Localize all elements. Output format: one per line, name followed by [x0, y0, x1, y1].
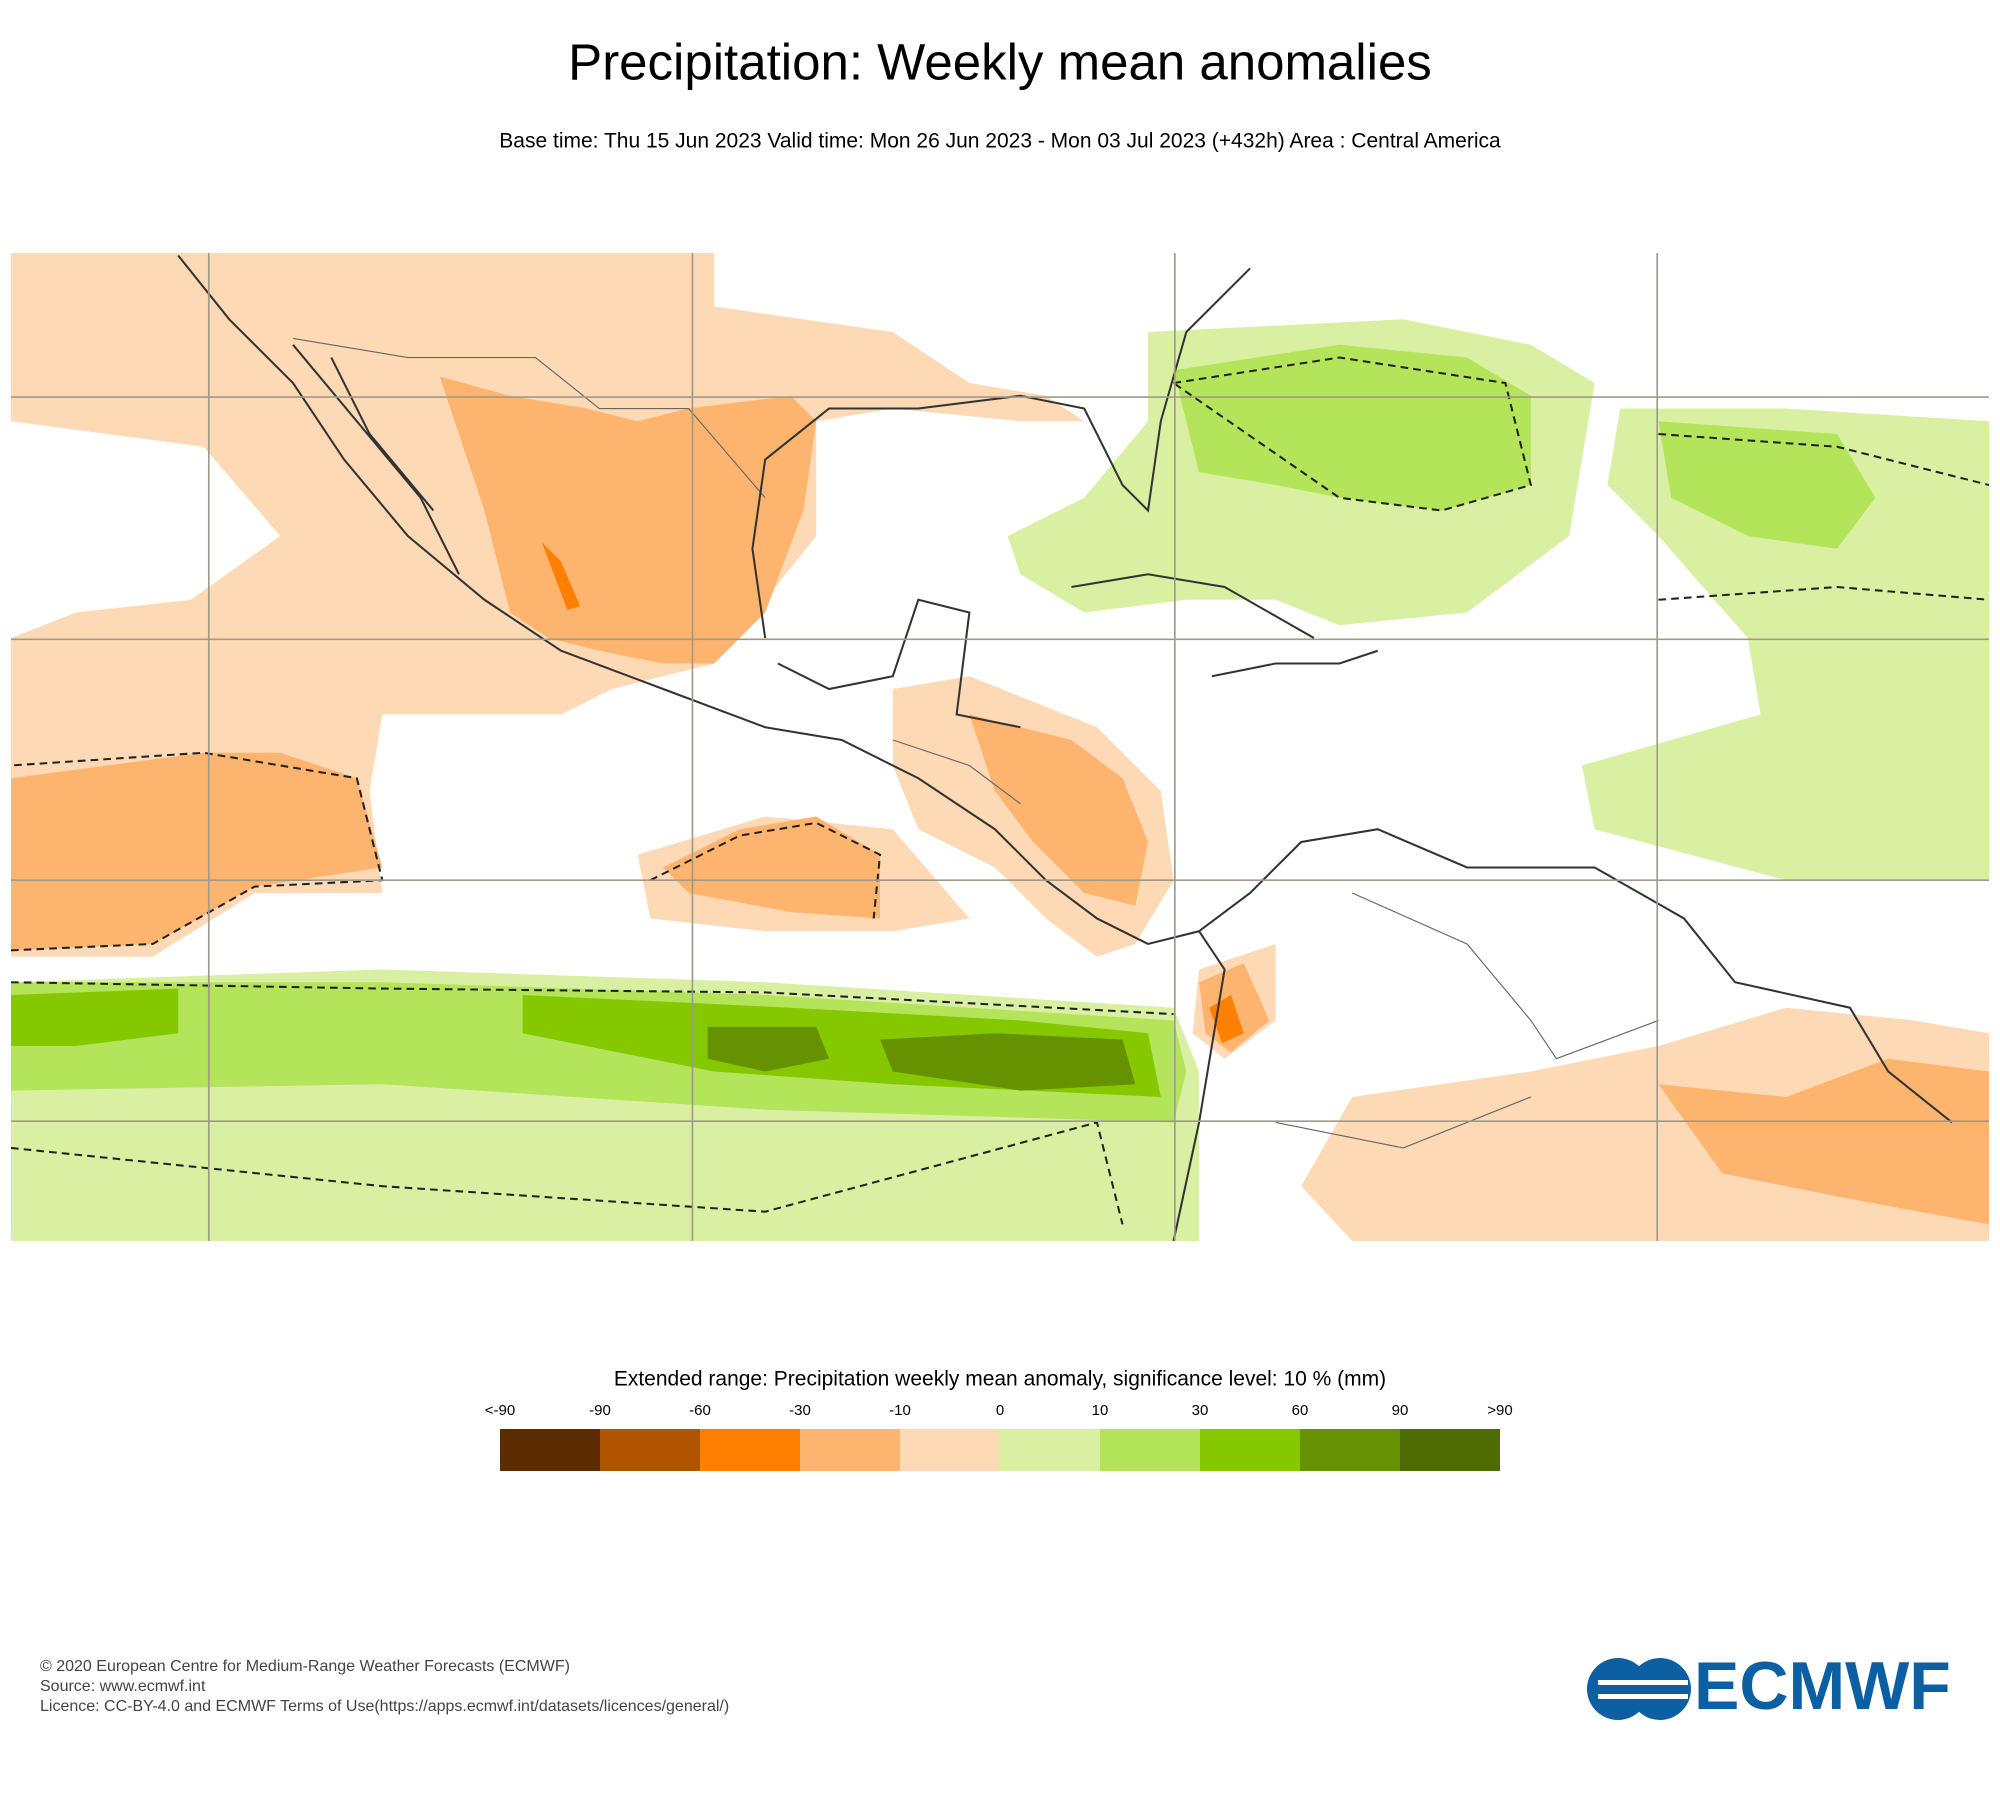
- contour: [11, 981, 1174, 1016]
- legend-label: -60: [689, 1402, 711, 1419]
- logo-icon: [1598, 1680, 1688, 1685]
- logo: ECMWF: [1587, 1648, 1951, 1724]
- anomaly-area: [1173, 344, 1531, 511]
- coastline: [777, 598, 1021, 729]
- contour: [11, 1121, 1124, 1225]
- anomaly-area: [663, 816, 881, 919]
- anomaly-fields: [11, 253, 1989, 1241]
- title: Precipitation: Weekly mean anomalies: [568, 33, 1432, 90]
- anomaly-area: [1658, 1058, 1989, 1225]
- legend: <-90 -90 -60 -30 -10 0 10 30 60 90 >90: [485, 1402, 1513, 1471]
- logo-icon: [1629, 1658, 1691, 1720]
- contour: [1170, 356, 1533, 512]
- anomaly-area: [969, 714, 1149, 906]
- legend-label: -10: [889, 1402, 911, 1419]
- legend-title: Extended range: Precipitation weekly mea…: [614, 1368, 1386, 1391]
- footer: © 2020 European Centre for Medium-Range …: [40, 1658, 729, 1715]
- anomaly-area: [880, 1033, 1136, 1091]
- legend-label: 60: [1292, 1402, 1309, 1419]
- coastline: [751, 267, 1251, 639]
- legend-swatch: [1300, 1429, 1400, 1471]
- logo-text: ECMWF: [1694, 1648, 1951, 1724]
- anomaly-area: [11, 752, 383, 951]
- legend-label: 90: [1392, 1402, 1409, 1419]
- map: [11, 253, 1989, 1241]
- legend-swatch: [1100, 1429, 1200, 1471]
- legend-label: -30: [789, 1402, 811, 1419]
- legend-label: <-90: [485, 1402, 515, 1419]
- logo-icon: [1598, 1694, 1688, 1699]
- coastline: [292, 344, 460, 575]
- anomaly-area: [541, 542, 581, 610]
- legend-swatch: [600, 1429, 700, 1471]
- legend-label: >90: [1487, 1402, 1512, 1419]
- subtitle: Base time: Thu 15 Jun 2023 Valid time: M…: [499, 130, 1501, 153]
- footer-line: Source: www.ecmwf.int: [40, 1678, 206, 1695]
- legend-swatch: [1000, 1429, 1100, 1471]
- coastline: [177, 254, 1226, 1241]
- legend-label: 30: [1192, 1402, 1209, 1419]
- legend-swatch: [1400, 1429, 1500, 1471]
- legend-swatch: [900, 1429, 1000, 1471]
- legend-swatch: [1200, 1429, 1300, 1471]
- legend-label: 10: [1092, 1402, 1109, 1419]
- coastline: [1071, 573, 1953, 1124]
- anomaly-area: [11, 988, 179, 1046]
- legend-swatch: [800, 1429, 900, 1471]
- graticule: [11, 253, 1989, 1241]
- footer-line: © 2020 European Centre for Medium-Range …: [40, 1658, 570, 1675]
- contour: [1658, 433, 1989, 601]
- anomaly-area: [707, 1026, 829, 1072]
- borders: [292, 337, 1659, 1149]
- contour: [649, 821, 882, 919]
- anomaly-area: [1581, 408, 1989, 881]
- coastlines: [177, 254, 1953, 1241]
- border: [292, 337, 1659, 1149]
- legend-swatch: [500, 1429, 600, 1471]
- legend-label: -90: [589, 1402, 611, 1419]
- legend-swatch: [700, 1429, 800, 1471]
- footer-line: Licence: CC-BY-4.0 and ECMWF Terms of Us…: [40, 1698, 729, 1715]
- anomaly-area: [1658, 421, 1876, 549]
- legend-label: 0: [996, 1402, 1004, 1419]
